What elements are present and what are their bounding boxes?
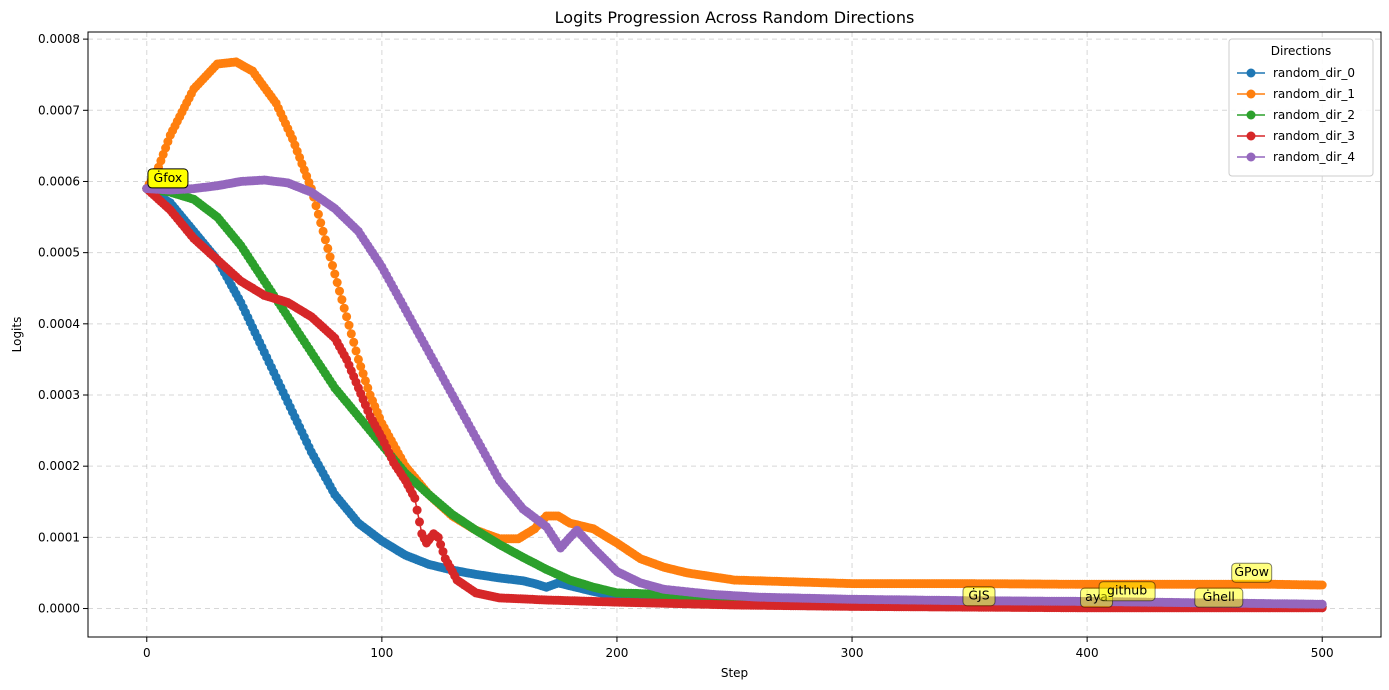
data-point: [1317, 599, 1327, 609]
x-tick-label: 500: [1311, 646, 1334, 660]
legend-item-random-dir-1: random_dir_1: [1237, 87, 1355, 101]
data-point: [316, 218, 326, 228]
data-point: [339, 303, 349, 313]
data-point: [332, 278, 342, 287]
series-line: [146, 187, 1323, 608]
legend-label: random_dir_1: [1273, 87, 1355, 101]
legend-swatch-marker: [1246, 131, 1256, 141]
data-point: [436, 540, 446, 549]
annotation: Ġhell: [1194, 587, 1244, 608]
annotation: ĠPow: [1231, 562, 1273, 583]
data-point: [320, 235, 330, 245]
data-point: [342, 312, 352, 322]
chart-title: Logits Progression Across Random Directi…: [555, 8, 915, 27]
data-point: [356, 362, 366, 371]
y-tick-label: 0.0008: [38, 32, 80, 46]
legend-swatch-marker: [1246, 152, 1256, 162]
annotation: github: [1098, 581, 1156, 602]
data-point: [318, 226, 328, 236]
legend-swatch-marker: [1246, 68, 1256, 78]
series-random-dir-4: [142, 175, 1327, 609]
annotation-label: ĠJS: [968, 587, 989, 603]
y-axis-title: Logits: [10, 317, 24, 353]
data-point: [325, 252, 335, 262]
series-random-dir-0: [142, 184, 1327, 611]
legend-label: random_dir_0: [1273, 66, 1355, 80]
series-random-dir-2: [142, 184, 1327, 611]
annotation-box: [147, 168, 189, 189]
legend-item-random-dir-0: random_dir_0: [1237, 66, 1355, 80]
y-tick-label: 0.0001: [38, 530, 80, 544]
data-point: [313, 209, 323, 219]
series-line: [146, 187, 1323, 608]
data-point: [335, 286, 344, 296]
data-point: [323, 243, 333, 253]
annotation: Ġfox: [147, 168, 189, 189]
series-line: [146, 188, 1323, 609]
x-tick-label: 0: [143, 646, 151, 660]
data-point: [410, 493, 420, 503]
data-point: [311, 201, 321, 211]
y-tick-label: 0.0005: [38, 246, 80, 260]
annotation-label: Ġfox: [154, 169, 183, 185]
y-tick-label: 0.0004: [38, 317, 80, 331]
data-point: [346, 329, 356, 339]
annotation-box: [1231, 562, 1273, 583]
data-point: [337, 295, 347, 305]
legend-title: Directions: [1271, 44, 1331, 58]
legend-swatch-marker: [1246, 110, 1256, 120]
x-tick-label: 200: [606, 646, 629, 660]
x-tick-label: 300: [841, 646, 864, 660]
annotation-box: [962, 586, 996, 607]
x-tick-label: 100: [370, 646, 393, 660]
data-point: [438, 547, 448, 557]
annotation-label: github: [1107, 583, 1147, 598]
data-point: [363, 383, 373, 393]
y-tick-label: 0.0002: [38, 459, 80, 473]
data-point: [353, 354, 363, 364]
annotation-box: [1098, 581, 1156, 602]
ticks: 0 100 200 300 400 500 0.0000 0.0001 0.0002 0.0003…: [38, 32, 1334, 660]
data-point: [351, 346, 361, 356]
y-tick-label: 0.0000: [38, 602, 80, 616]
legend: Directions random_dir_0 random_dir_1rando…: [1228, 38, 1374, 177]
series-random-dir-3: [142, 184, 1327, 613]
data-point: [349, 337, 359, 347]
annotation-label: Ġhell: [1203, 588, 1235, 604]
data-point: [344, 320, 354, 330]
annotation: ĠJS: [962, 586, 996, 607]
data-point: [415, 517, 424, 527]
data-point: [328, 261, 337, 270]
legend-swatch-marker: [1246, 89, 1256, 99]
annotation-label: ĠPow: [1234, 563, 1269, 579]
data-point: [358, 369, 368, 379]
legend-label: random_dir_4: [1273, 150, 1355, 164]
series-group: [142, 57, 1327, 613]
data-point: [360, 376, 370, 386]
legend-item-random-dir-4: random_dir_4: [1237, 150, 1355, 164]
y-tick-label: 0.0007: [38, 103, 80, 117]
annotation-box: [1194, 587, 1244, 608]
data-point: [1317, 580, 1327, 590]
y-tick-label: 0.0006: [38, 174, 80, 188]
data-point: [330, 269, 340, 279]
legend-label: random_dir_3: [1273, 129, 1355, 143]
plot-frame: [87, 31, 1382, 638]
data-point: [412, 505, 422, 515]
y-tick-label: 0.0003: [38, 388, 80, 402]
x-axis-title: Step: [721, 666, 748, 680]
legend-item-random-dir-3: random_dir_3: [1237, 129, 1355, 143]
legend-label: random_dir_2: [1273, 108, 1355, 122]
legend-item-random-dir-2: random_dir_2: [1237, 108, 1355, 122]
data-point: [433, 532, 443, 542]
x-tick-label: 400: [1076, 646, 1099, 660]
